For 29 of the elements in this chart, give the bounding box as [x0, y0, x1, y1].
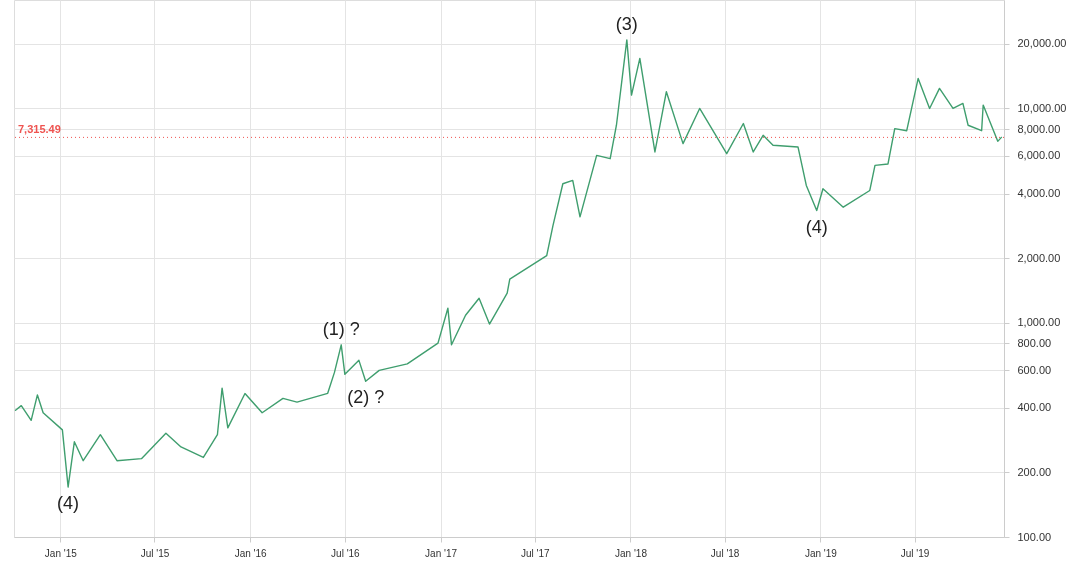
y-tick-label: 800.00: [1017, 336, 1052, 349]
x-tick-label: Jul '15: [140, 547, 170, 559]
annotation: (2) ?: [347, 387, 385, 408]
line-series: [14, 39, 1003, 488]
y-tick-label: 600.00: [1017, 363, 1052, 376]
x-tick-label: Jul '17: [520, 547, 550, 559]
annotation: (1) ?: [322, 318, 360, 339]
x-tick-label: Jan '19: [804, 547, 838, 559]
x-tick-label: Jan '16: [234, 547, 268, 559]
y-tick-label: 20,000.00: [1017, 37, 1067, 50]
annotation: (3): [615, 13, 638, 34]
y-tick-label: 8,000.00: [1017, 122, 1061, 135]
x-tick-label: Jan '18: [615, 547, 648, 559]
x-tick-label: Jan '15: [44, 547, 78, 559]
x-tick-label: Jan '17: [425, 547, 458, 559]
y-tick-label: 1,000.00: [1017, 316, 1061, 329]
x-tick-label: Jul '18: [710, 547, 740, 559]
y-tick-label: 6,000.00: [1017, 149, 1061, 162]
y-tick-label: 200.00: [1017, 465, 1052, 478]
annotation: (4): [805, 216, 828, 237]
y-tick-label: 400.00: [1017, 401, 1052, 414]
y-tick-label: 2,000.00: [1017, 251, 1061, 264]
x-tick-label: Jul '19: [900, 547, 930, 559]
ref-line-label: 7,315.49: [18, 123, 61, 136]
annotation: (4): [57, 493, 80, 514]
x-tick-label: Jul '16: [331, 547, 361, 559]
y-tick-label: 100.00: [1017, 530, 1052, 543]
y-tick-label: 10,000.00: [1017, 101, 1067, 114]
y-tick-label: 4,000.00: [1017, 187, 1061, 200]
